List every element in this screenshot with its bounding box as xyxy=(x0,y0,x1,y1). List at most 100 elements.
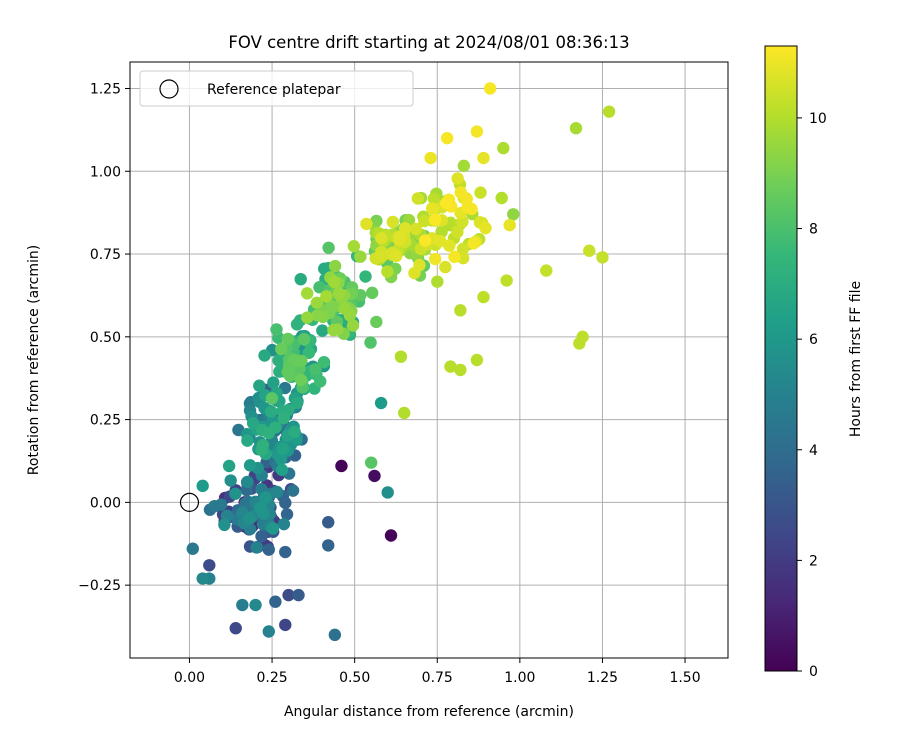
data-point xyxy=(186,542,199,555)
data-point xyxy=(497,141,510,155)
data-point xyxy=(262,625,275,638)
data-point xyxy=(359,270,372,283)
data-point xyxy=(218,518,231,532)
data-point xyxy=(277,412,291,425)
x-tick-label: 1.00 xyxy=(504,670,535,686)
x-tick-label: 1.50 xyxy=(669,670,700,686)
data-point xyxy=(374,396,388,410)
data-point xyxy=(428,252,442,266)
x-tick-label: 0.75 xyxy=(422,670,453,686)
data-point xyxy=(500,274,513,287)
data-point xyxy=(381,265,394,278)
data-point xyxy=(596,251,609,264)
data-point xyxy=(454,363,467,377)
x-tick-label: 0.50 xyxy=(339,670,370,686)
colorbar-tick-label: 6 xyxy=(809,332,818,348)
data-point xyxy=(244,511,257,525)
data-point xyxy=(280,508,294,521)
data-point xyxy=(277,517,291,531)
data-point xyxy=(276,442,290,455)
data-point xyxy=(294,272,307,286)
data-point xyxy=(370,315,383,329)
data-point xyxy=(229,487,242,500)
data-point xyxy=(346,319,360,332)
data-point xyxy=(322,539,335,552)
data-point xyxy=(264,405,278,418)
colorbar-gradient xyxy=(764,45,798,672)
data-point xyxy=(328,628,342,642)
data-point xyxy=(265,392,279,405)
data-point xyxy=(255,530,268,543)
legend-box xyxy=(139,70,414,107)
data-point xyxy=(292,588,305,602)
data-point xyxy=(275,463,289,477)
data-point xyxy=(470,125,484,138)
y-tick-label: 0.50 xyxy=(90,330,121,346)
data-point xyxy=(318,262,331,275)
data-point xyxy=(196,572,209,585)
data-point xyxy=(246,416,260,430)
data-point xyxy=(418,214,431,228)
legend-open-circle-icon xyxy=(159,79,179,99)
data-point xyxy=(314,375,327,388)
data-point xyxy=(300,287,314,300)
y-tick-label: 0.25 xyxy=(90,413,121,429)
data-point xyxy=(394,350,408,363)
data-point xyxy=(270,323,283,336)
data-point xyxy=(297,332,311,346)
data-point xyxy=(328,275,341,289)
data-point xyxy=(279,618,292,632)
data-point xyxy=(325,299,338,313)
data-point xyxy=(256,438,270,452)
data-point xyxy=(456,242,470,256)
data-points xyxy=(186,82,616,642)
data-point xyxy=(381,486,394,499)
legend-label: Reference platepar xyxy=(207,82,341,98)
data-point xyxy=(443,239,456,252)
data-point xyxy=(398,406,411,420)
data-point xyxy=(236,598,249,612)
data-point xyxy=(439,196,453,210)
legend: Reference platepar xyxy=(139,70,414,107)
y-tick-label: 0.00 xyxy=(90,495,121,511)
x-axis-ticks: 0.00 0.25 0.50 0.75 1.00 1.25 1.50 xyxy=(174,658,701,686)
data-point xyxy=(389,249,403,263)
data-point xyxy=(503,218,516,232)
data-point xyxy=(470,353,484,367)
data-point xyxy=(295,354,308,368)
data-point xyxy=(243,459,257,472)
data-point xyxy=(418,234,432,247)
data-point xyxy=(465,202,478,216)
data-point xyxy=(368,469,381,483)
data-point xyxy=(214,498,228,511)
colorbar-ticks: 0 2 4 6 8 10 xyxy=(797,111,827,680)
data-point xyxy=(347,240,361,253)
data-point xyxy=(602,105,616,118)
y-tick-label: 0.75 xyxy=(90,247,121,263)
colorbar-tick-label: 4 xyxy=(809,443,818,459)
data-point xyxy=(338,302,351,315)
data-point xyxy=(279,545,292,559)
y-axis-label: Rotation from reference (arcmin) xyxy=(26,245,42,475)
data-point xyxy=(425,202,439,215)
y-tick-label: 1.25 xyxy=(90,81,121,97)
data-point xyxy=(267,376,280,389)
data-point xyxy=(451,225,464,239)
data-point xyxy=(375,250,388,263)
data-point xyxy=(270,485,284,499)
data-point xyxy=(365,286,379,300)
chart-title: FOV centre drift starting at 2024/08/01 … xyxy=(228,33,629,52)
data-point xyxy=(495,191,508,205)
data-point xyxy=(431,275,444,288)
data-point xyxy=(317,355,331,369)
data-point xyxy=(477,151,490,165)
data-point xyxy=(286,484,300,497)
data-point xyxy=(408,266,421,280)
data-point xyxy=(281,332,295,346)
colorbar-tick-label: 2 xyxy=(809,553,818,569)
data-point xyxy=(313,281,326,294)
data-point xyxy=(364,336,377,349)
colorbar-tick-label: 0 xyxy=(809,664,818,680)
data-point xyxy=(316,324,329,337)
data-point xyxy=(335,459,348,473)
